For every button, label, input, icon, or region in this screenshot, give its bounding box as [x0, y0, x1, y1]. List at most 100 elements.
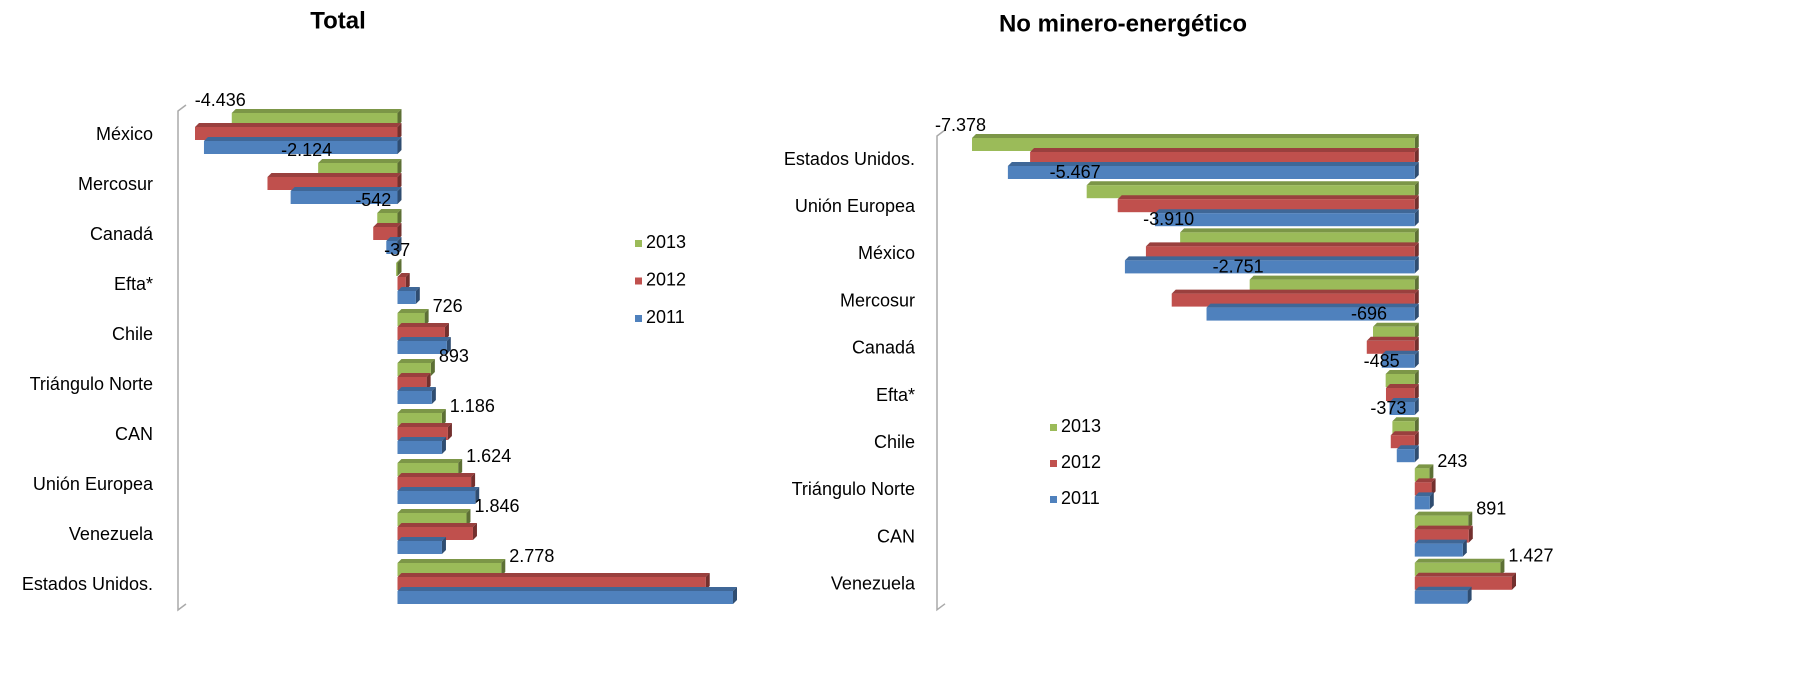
bar	[195, 127, 398, 140]
data-label: -5.467	[1050, 162, 1101, 182]
bar	[1414, 496, 1430, 510]
bar	[290, 191, 398, 204]
bar-side-face	[471, 473, 476, 490]
bar	[1030, 152, 1415, 165]
bar-side-face	[1414, 148, 1419, 165]
legend-label: 2012	[646, 269, 686, 289]
bar-top-face	[397, 473, 476, 477]
bar	[1206, 307, 1415, 321]
bar-side-face	[397, 259, 402, 276]
bar-side-face	[1414, 445, 1419, 463]
legend-label: 2011	[1061, 488, 1100, 508]
data-label: 1.846	[474, 496, 519, 516]
bar	[397, 527, 473, 540]
category-label: Triángulo Norte	[30, 374, 153, 394]
bar-side-face	[1414, 370, 1419, 387]
bar-top-face	[386, 237, 402, 241]
bar-side-face	[1414, 162, 1419, 179]
bar-side-face	[1414, 336, 1419, 354]
bar	[397, 391, 432, 404]
bar	[1414, 529, 1469, 543]
bar-top-face	[1414, 572, 1516, 577]
bar-top-face	[1124, 256, 1419, 261]
bar-top-face	[1390, 431, 1419, 436]
legend-swatch	[1050, 496, 1057, 503]
bar-top-face	[1385, 384, 1419, 388]
bar	[267, 177, 398, 190]
bar-top-face	[972, 134, 1419, 138]
bar-side-face	[424, 309, 429, 326]
bar-top-face	[373, 223, 402, 227]
bar-side-face	[397, 123, 402, 140]
bar	[1385, 374, 1415, 387]
bar-side-face	[441, 409, 446, 426]
bar	[397, 441, 442, 454]
bar	[1171, 293, 1415, 307]
bar	[1086, 185, 1415, 199]
bar-top-face	[1396, 445, 1419, 450]
bar-side-face	[397, 223, 402, 240]
category-label: Canadá	[852, 338, 916, 358]
bar	[1392, 421, 1415, 435]
category-label: Efta*	[114, 274, 153, 294]
bar-top-face	[203, 137, 402, 141]
bar-side-face	[1414, 181, 1419, 199]
bar	[1414, 590, 1468, 604]
bar	[972, 138, 1415, 151]
bar	[1381, 354, 1415, 368]
category-label: Mercosur	[840, 290, 915, 310]
bar-top-face	[397, 523, 477, 527]
bar	[1385, 388, 1415, 401]
bar	[1389, 402, 1415, 415]
bar	[1390, 435, 1415, 449]
legend-swatch	[635, 315, 642, 322]
data-label: -7.378	[935, 115, 986, 135]
data-label: 1.427	[1508, 546, 1553, 566]
bar	[1154, 213, 1415, 227]
bar	[397, 313, 425, 326]
bar	[397, 363, 431, 376]
bar-top-face	[397, 337, 451, 341]
bar-side-face	[733, 587, 737, 604]
bar-side-face	[397, 137, 402, 154]
bar-top-face	[1392, 417, 1419, 422]
bar	[397, 591, 733, 604]
bar-top-face	[267, 173, 402, 177]
bar-top-face	[397, 537, 446, 541]
chart-title: No minero-energético	[999, 10, 1247, 37]
bar-side-face	[444, 323, 449, 340]
bar	[203, 141, 398, 154]
bar-top-face	[1414, 478, 1436, 483]
bar	[397, 277, 406, 290]
bar-top-face	[397, 309, 429, 313]
bar-side-face	[1429, 492, 1434, 510]
data-label: 2.778	[509, 546, 554, 566]
bar-side-face	[705, 573, 710, 590]
bar-top-face	[1373, 322, 1419, 327]
category-label: Chile	[112, 324, 153, 344]
bar-side-face	[397, 209, 402, 226]
category-label: Chile	[874, 432, 915, 452]
bar	[1373, 326, 1415, 340]
data-label: 1.186	[450, 396, 495, 416]
bar-top-face	[1007, 162, 1419, 166]
bar-top-face	[1385, 370, 1419, 374]
bar	[397, 341, 447, 354]
bar-side-face	[472, 523, 477, 540]
bar-top-face	[397, 359, 435, 363]
category-label: Triángulo Norte	[792, 479, 915, 499]
bar-side-face	[1414, 275, 1419, 293]
data-label: -696	[1351, 304, 1387, 324]
data-label: -4.436	[195, 90, 246, 110]
bar-side-face	[397, 237, 402, 254]
bar-side-face	[1414, 417, 1419, 435]
category-label: México	[96, 124, 153, 144]
bar-side-face	[447, 423, 452, 440]
legend-label: 2012	[1061, 452, 1101, 472]
bar-top-face	[397, 287, 420, 291]
bar-side-face	[1429, 464, 1434, 482]
bar-top-face	[377, 209, 402, 213]
bar-top-face	[397, 559, 506, 563]
bar-top-face	[1414, 558, 1505, 563]
category-label: Unión Europea	[33, 474, 154, 494]
